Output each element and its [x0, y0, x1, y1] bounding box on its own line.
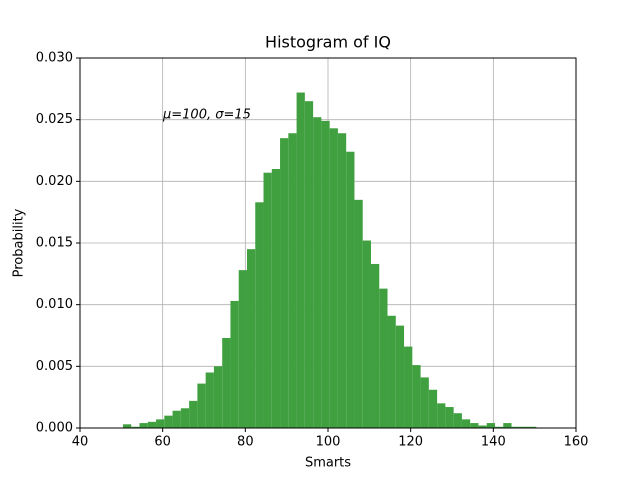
x-tick-label: 100: [316, 435, 341, 450]
y-tick-label: 0.025: [36, 112, 73, 127]
annotation: μ=100, σ=15: [162, 108, 251, 123]
bar: [230, 300, 239, 428]
x-tick-label: 120: [398, 435, 423, 450]
bar: [222, 337, 231, 428]
axes-frame: [79, 57, 577, 429]
bar: [164, 415, 173, 428]
y-tick-label: 0.030: [36, 51, 73, 66]
chart-title: Histogram of IQ: [265, 33, 391, 52]
bar: [387, 315, 396, 428]
bar: [453, 413, 462, 428]
bar: [404, 346, 413, 428]
bar: [370, 263, 380, 428]
bar: [337, 133, 347, 428]
bar: [428, 389, 438, 428]
bar: [461, 419, 471, 428]
bar: [122, 424, 132, 428]
bar: [147, 421, 157, 428]
x-tick-label: 160: [564, 435, 589, 450]
plot-area: 40 60 80 100 120 140 160 0.000 0.005 0.010 0.015 0.…: [36, 51, 589, 450]
bar: [213, 366, 223, 428]
bars: [122, 92, 537, 429]
bar: [304, 101, 314, 429]
bar: [511, 426, 520, 428]
bar: [412, 365, 421, 428]
bar: [329, 128, 338, 429]
bar: [180, 408, 190, 428]
bar: [445, 407, 454, 428]
bar: [528, 426, 537, 428]
bar: [296, 92, 305, 429]
bar: [238, 270, 247, 428]
bar: [486, 423, 495, 428]
bar: [172, 410, 181, 428]
bar: [156, 419, 165, 428]
bar: [131, 426, 140, 428]
x-tick-label: 60: [154, 435, 171, 450]
y-tick-label: 0.010: [36, 297, 73, 312]
bar: [503, 423, 512, 428]
bar: [271, 169, 281, 428]
x-axis-label: Smarts: [305, 456, 351, 471]
y-tick-label: 0.005: [36, 359, 73, 374]
bar: [379, 288, 388, 428]
bar: [255, 202, 264, 428]
y-tick-label: 0.015: [36, 236, 73, 251]
bar: [470, 423, 479, 428]
y-tick-label: 0.000: [36, 421, 73, 436]
bar: [205, 372, 214, 428]
bar: [437, 403, 446, 428]
bar: [189, 400, 198, 428]
bar: [478, 425, 487, 428]
bar: [288, 133, 297, 428]
bar: [362, 240, 371, 428]
bar: [197, 383, 206, 428]
bar: [313, 117, 322, 428]
bar: [246, 249, 256, 428]
bar: [354, 199, 363, 428]
x-tick-label: 140: [481, 435, 506, 450]
bar: [321, 120, 330, 429]
bar: [519, 426, 529, 428]
y-axis-label: Probability: [12, 208, 27, 277]
bar: [280, 138, 289, 428]
bar: [494, 426, 504, 428]
bar: [420, 377, 429, 428]
bar: [346, 151, 355, 428]
bar: [395, 325, 405, 428]
x-tick-label: 80: [237, 435, 254, 450]
bar: [263, 172, 272, 428]
x-tick-label: 40: [72, 435, 89, 450]
bar: [139, 423, 148, 428]
y-tick-label: 0.020: [36, 174, 73, 189]
